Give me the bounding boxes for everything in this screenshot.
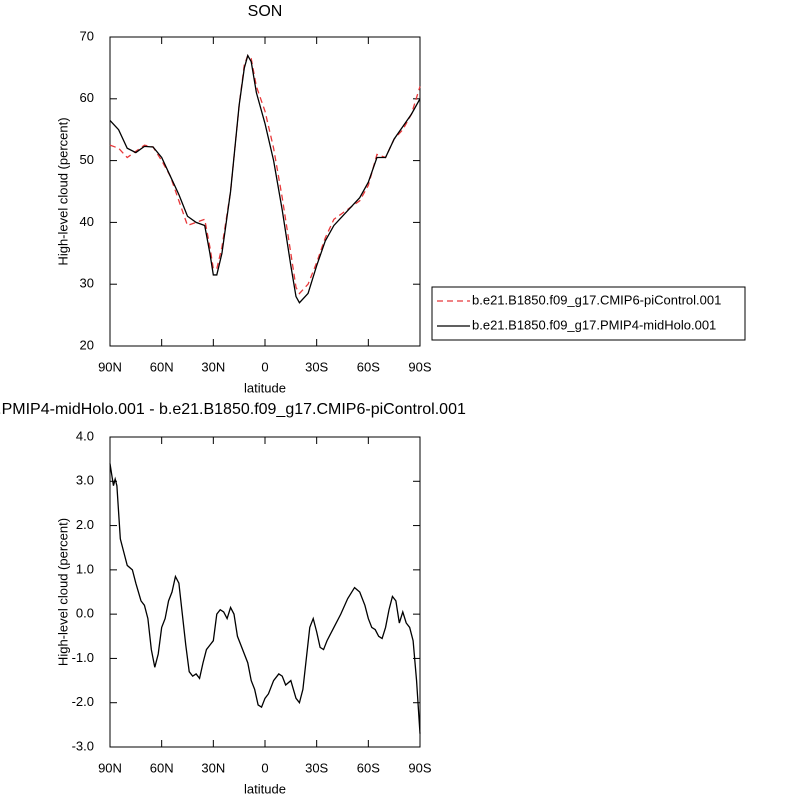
x-tick-label: 60N: [150, 359, 174, 374]
x-tick-label: 60S: [357, 760, 380, 775]
y-axis-label: High-level cloud (percent): [55, 518, 70, 666]
x-tick-label: 90N: [98, 760, 122, 775]
x-axis-label: latitude: [244, 781, 286, 796]
y-tick-label: 60: [80, 90, 94, 105]
x-tick-label: 90S: [408, 760, 431, 775]
x-tick-label: 60N: [150, 760, 174, 775]
y-tick-label: 20: [80, 337, 94, 352]
x-tick-label: 30S: [305, 760, 328, 775]
x-tick-label: 0: [261, 760, 268, 775]
x-tick-label: 90S: [408, 359, 431, 374]
legend-label: b.e21.B1850.f09_g17.PMIP4-midHolo.001: [472, 317, 716, 332]
data-line: [109, 53, 421, 304]
y-tick-label: 50: [80, 152, 94, 167]
legend-frame: [431, 286, 746, 341]
chart-title: b.e21.B1850.f09_g17.PMIP4-midHolo.001 - …: [0, 401, 466, 418]
y-tick-label: -2.0: [72, 694, 94, 709]
y-tick-label: -1.0: [72, 650, 94, 665]
x-tick-label: 30S: [305, 359, 328, 374]
plot-frame: [109, 436, 421, 748]
data-line: [109, 54, 421, 295]
y-tick-label: 4.0: [76, 428, 94, 443]
plot-frame: [109, 36, 421, 347]
y-tick-label: 3.0: [76, 473, 94, 488]
x-tick-label: 30N: [201, 359, 225, 374]
x-axis-label: latitude: [244, 380, 286, 395]
y-tick-label: -3.0: [72, 738, 94, 753]
x-tick-label: 60S: [357, 359, 380, 374]
y-tick-label: 70: [80, 28, 94, 43]
y-tick-label: 0.0: [76, 606, 94, 621]
chart-title: SON: [248, 3, 283, 20]
y-tick-label: 30: [80, 276, 94, 291]
x-tick-label: 30N: [201, 760, 225, 775]
y-tick-label: 1.0: [76, 561, 94, 576]
y-axis-label: High-level cloud (percent): [55, 117, 70, 265]
x-tick-label: 90N: [98, 359, 122, 374]
y-tick-label: 2.0: [76, 517, 94, 532]
x-tick-label: 0: [261, 359, 268, 374]
y-tick-label: 40: [80, 214, 94, 229]
data-line: [109, 463, 421, 734]
legend-label: b.e21.B1850.f09_g17.CMIP6-piControl.001: [472, 292, 721, 307]
